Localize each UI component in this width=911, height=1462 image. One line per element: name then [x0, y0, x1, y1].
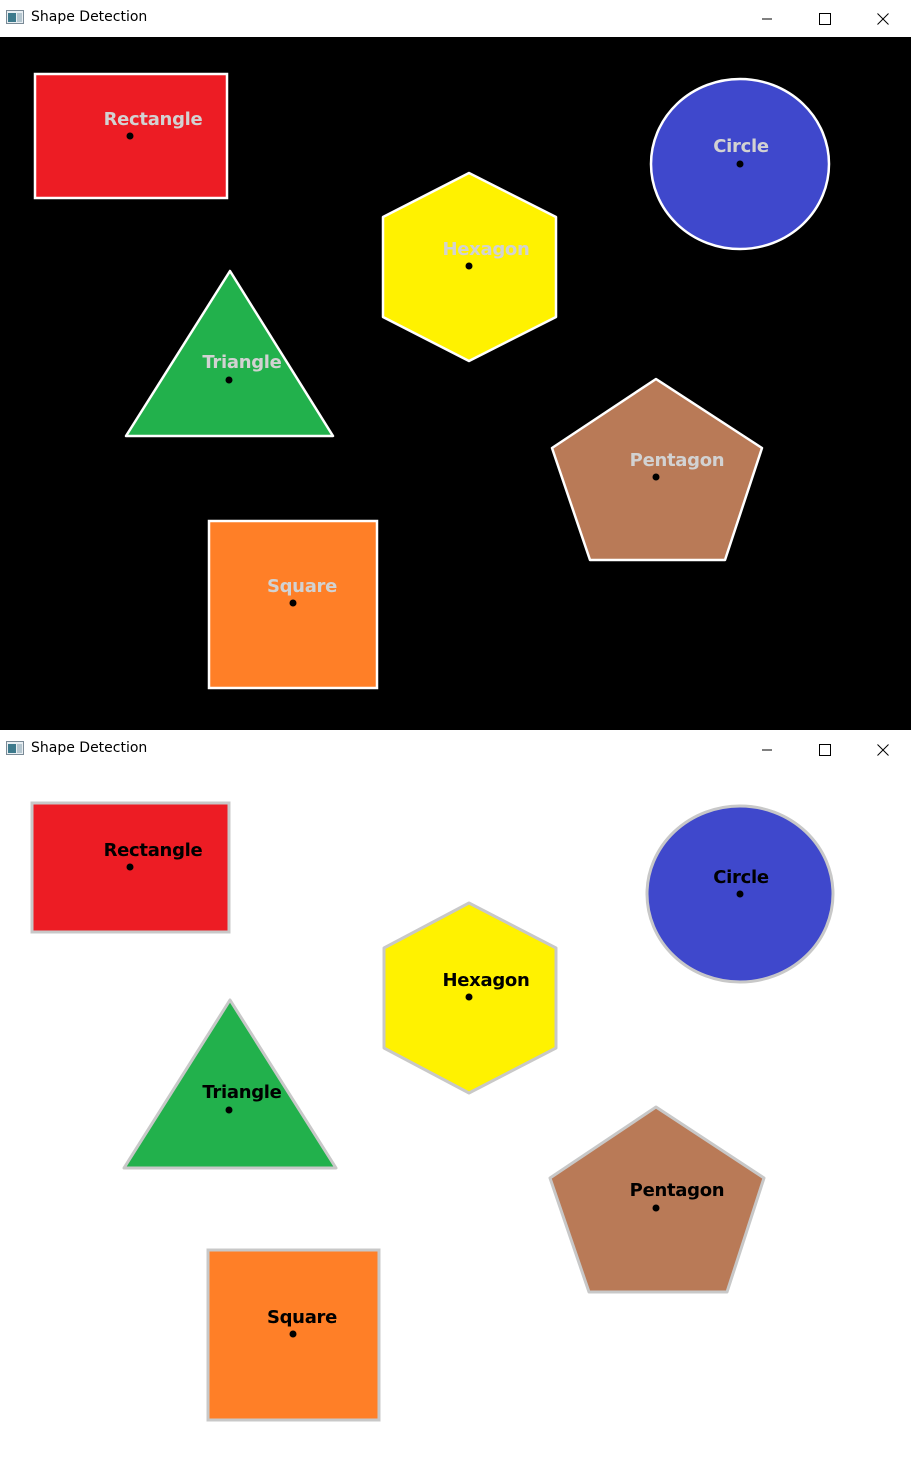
title-bar[interactable]: Shape Detection: [0, 731, 911, 768]
app-window-icon: [6, 10, 24, 24]
shape-label: Square: [267, 576, 337, 597]
minimize-icon: [762, 749, 772, 750]
close-icon: [877, 12, 889, 25]
rectangle-shape: Rectangle: [30, 801, 231, 934]
shape-label: Triangle: [202, 1082, 281, 1103]
close-icon: [877, 743, 889, 756]
shape-label: Square: [267, 1307, 337, 1328]
app-window-icon: [6, 741, 24, 755]
hexagon-shape: Hexagon: [382, 901, 558, 1095]
shape-label: Hexagon: [443, 239, 530, 260]
shape-label: Rectangle: [104, 109, 203, 130]
shape-label: Triangle: [202, 352, 281, 373]
pentagon-shape: Pentagon: [550, 377, 764, 562]
triangle-shape: Triangle: [122, 998, 338, 1170]
hexagon-shape: Hexagon: [381, 171, 558, 363]
maximize-button[interactable]: [796, 731, 854, 768]
minimize-button[interactable]: [738, 0, 796, 37]
circle-shape: Circle: [645, 804, 835, 984]
maximize-icon: [819, 743, 831, 756]
maximize-button[interactable]: [796, 0, 854, 37]
rectangle-shape: Rectangle: [33, 72, 229, 200]
minimize-button[interactable]: [738, 731, 796, 768]
window-title: Shape Detection: [31, 9, 148, 25]
shape-label: Hexagon: [443, 970, 530, 991]
triangle-shape: Triangle: [124, 269, 335, 438]
square-shape: Square: [206, 1248, 381, 1422]
image-canvas: Rectangle Circle Hexagon Triangle: [0, 768, 911, 1462]
close-button[interactable]: [854, 0, 911, 37]
square-shape: Square: [207, 519, 379, 690]
title-bar[interactable]: Shape Detection: [0, 0, 911, 37]
shape-label: Circle: [713, 867, 769, 888]
shape-detection-window-dark: Shape Detection Rectangle Circle: [0, 0, 911, 730]
shape-label: Circle: [713, 136, 769, 157]
window-title: Shape Detection: [31, 740, 148, 756]
pentagon-shape: Pentagon: [548, 1105, 766, 1294]
image-canvas: Rectangle Circle Hexagon Triangle: [0, 37, 911, 730]
shape-detection-window-light: Shape Detection Rectangle Circle: [0, 731, 911, 1462]
maximize-icon: [819, 12, 831, 25]
close-button[interactable]: [854, 731, 911, 768]
circle-shape: Circle: [649, 77, 831, 251]
shape-label: Rectangle: [104, 840, 203, 861]
shape-label: Pentagon: [630, 450, 725, 471]
minimize-icon: [762, 18, 772, 19]
shape-label: Pentagon: [630, 1180, 725, 1201]
